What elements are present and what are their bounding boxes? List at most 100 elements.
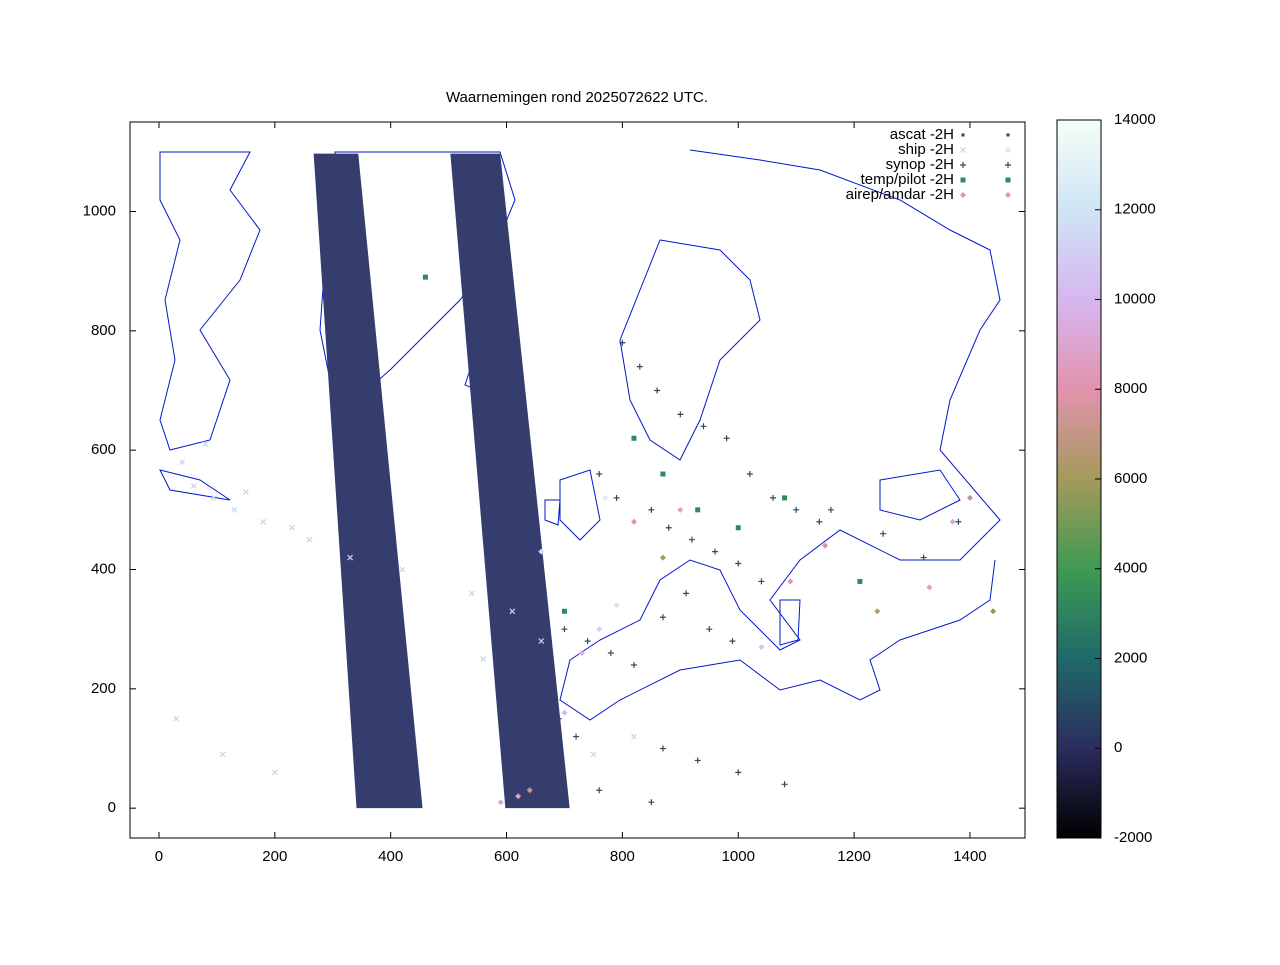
airep-point [497,799,504,806]
ship-point [289,524,296,531]
legend-label: airep/amdar -2H [846,186,954,203]
ship-point [306,536,313,543]
legend-swatch [1005,147,1011,153]
y-tick-label: 1000 [83,202,116,219]
temp-point [561,608,567,614]
legend-label: temp/pilot -2H [861,171,954,188]
temp-point [422,274,428,280]
ship-point [509,608,516,615]
colorbar-tick-label: 12000 [1114,201,1156,218]
ship-point [179,459,186,466]
synop-point [827,506,834,513]
temp-point [660,471,666,477]
colorbar-tick-label: 14000 [1114,111,1156,128]
airep-point [677,506,684,513]
synop-point [770,494,777,501]
synop-point [746,471,753,478]
synop-point [561,626,568,633]
airep-point [874,608,881,615]
synop-point [573,733,580,740]
y-tick-label: 400 [91,560,116,577]
synop-point [654,387,661,394]
airep-point [596,626,603,633]
synop-point [706,626,713,633]
x-tick-label: 800 [610,848,635,865]
ship-point [590,751,597,758]
legend-swatch [1006,133,1010,137]
synop-point [694,757,701,764]
synop-point [955,518,962,525]
airep-point [822,542,829,549]
temp-point [695,507,701,513]
synop-point [613,494,620,501]
y-tick-label: 0 [108,799,116,816]
ship-point [260,518,267,525]
synop-point [735,769,742,776]
legend-label: synop -2H [886,156,954,173]
airep-point [926,584,933,591]
synop-point [712,548,719,555]
synop-point [596,471,603,478]
chart-title: Waarnemingen rond 2025072622 UTC. [446,89,708,106]
ship-point [190,483,197,489]
legend-swatch [960,162,966,168]
colorbar-tick-label: -2000 [1114,829,1152,846]
colorbar-tick-label: 10000 [1114,290,1156,307]
synop-point [793,506,800,513]
synop-point [607,650,614,657]
ship-point [480,656,487,662]
airep-point [613,602,620,609]
coastlines [159,149,1001,721]
legend-swatch [960,147,966,153]
ship-point [211,494,217,501]
ship-point [271,769,278,776]
ship-point [231,506,238,513]
airep-point [758,644,765,651]
airep-point [526,787,533,794]
x-tick-label: 400 [378,848,403,865]
ship-point [242,489,249,495]
synop-point [781,781,788,788]
plot-frame [129,121,1026,839]
ship-point [631,733,637,740]
legend-label: ascat -2H [890,126,954,143]
synop-point [758,578,765,585]
ascat-swath [450,153,570,809]
synop-point [920,554,927,561]
colorbar-tick-label: 8000 [1114,380,1147,397]
synop-point [532,697,539,704]
airep-point [949,518,956,525]
synop-point [648,506,655,513]
x-tick-label: 1400 [953,848,986,865]
ship-point [538,638,545,645]
x-tick-label: 0 [155,848,163,865]
synop-point [648,799,655,806]
legend-swatch [1005,162,1011,168]
plot-area [173,153,997,809]
airep-point [659,554,666,561]
temp-point [631,435,637,441]
synop-point [619,339,626,346]
synop-point [549,769,556,776]
airep-point [990,608,997,615]
colorbar-tick-label: 4000 [1114,560,1147,577]
colorbar [1056,119,1102,839]
airep-point [515,793,522,800]
synop-point [880,530,887,537]
legend-swatch [961,133,965,137]
synop-point [659,614,666,621]
y-tick-label: 600 [91,441,116,458]
y-tick-label: 800 [91,322,116,339]
synop-point [700,423,707,430]
temp-point [735,525,741,531]
synop-point [729,638,736,645]
ship-point [399,566,406,573]
temp-point [782,495,788,501]
legend-label: ship -2H [898,141,954,158]
synop-point [735,560,742,567]
airep-point [630,518,637,525]
airep-point [966,494,973,501]
ship-point [173,715,180,722]
synop-point [584,638,591,645]
